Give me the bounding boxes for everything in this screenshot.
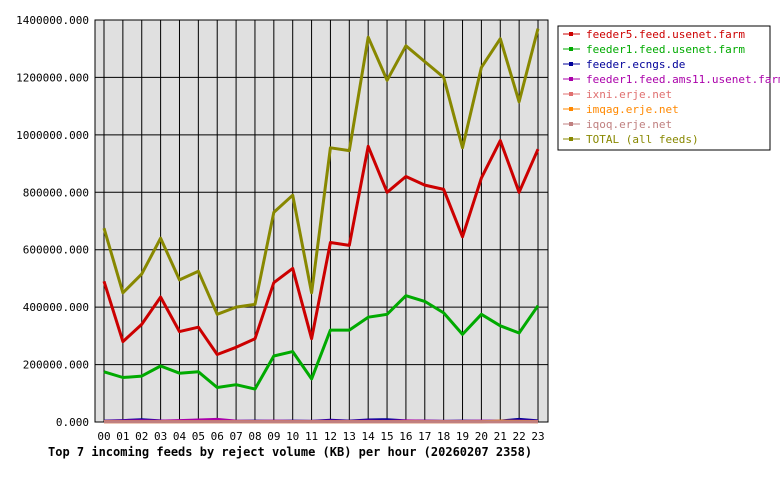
x-tick-label: 00 — [97, 430, 110, 443]
x-tick-label: 19 — [456, 430, 469, 443]
x-tick-label: 17 — [418, 430, 431, 443]
x-tick-label: 04 — [173, 430, 187, 443]
legend-marker — [569, 137, 573, 141]
x-tick-label: 11 — [305, 430, 318, 443]
legend-label: feeder.ecngs.de — [586, 58, 685, 71]
legend-marker — [569, 77, 573, 81]
y-tick-label: 600000.000 — [23, 244, 89, 257]
legend-marker — [569, 107, 573, 111]
legend-label: TOTAL (all feeds) — [586, 133, 699, 146]
legend-marker — [569, 122, 573, 126]
x-tick-label: 01 — [116, 430, 129, 443]
legend-label: ixni.erje.net — [586, 88, 672, 101]
grid-lines — [95, 20, 548, 422]
legend-marker — [569, 47, 573, 51]
legend-marker — [569, 92, 573, 96]
y-tick-label: 800000.000 — [23, 186, 89, 199]
legend-label: feeder5.feed.usenet.farm — [586, 28, 745, 41]
y-tick-label: 400000.000 — [23, 301, 89, 314]
legend: feeder5.feed.usenet.farm feeder1.feed.use… — [557, 25, 780, 151]
x-tick-label: 05 — [192, 430, 205, 443]
series-line — [103, 294, 540, 391]
x-tick-label: 07 — [229, 430, 242, 443]
x-tick-label: 06 — [211, 430, 224, 443]
legend-label: iqoq.erje.net — [586, 118, 672, 131]
x-tick-label: 12 — [324, 430, 337, 443]
series-lines — [102, 28, 540, 424]
y-tick-label: 1000000.000 — [16, 129, 89, 142]
legend-label: imqag.erje.net — [586, 103, 679, 116]
x-tick-label: 20 — [475, 430, 488, 443]
y-tick-label: 1400000.000 — [16, 14, 89, 27]
legend-label: feeder1.feed.ams11.usenet.farm — [586, 73, 780, 86]
legend-marker — [569, 32, 573, 36]
series-line — [102, 139, 540, 356]
x-tick-label: 02 — [135, 430, 148, 443]
x-tick-label: 08 — [248, 430, 261, 443]
x-tick-label: 21 — [494, 430, 507, 443]
x-tick-label: 03 — [154, 430, 167, 443]
x-tick-label: 22 — [513, 430, 526, 443]
chart-title: Top 7 incoming feeds by reject volume (K… — [48, 445, 532, 459]
x-tick-label: 23 — [531, 430, 544, 443]
legend-label: feeder1.feed.usenet.farm — [586, 43, 745, 56]
series-line — [102, 28, 540, 316]
x-tick-label: 10 — [286, 430, 299, 443]
x-tick-label: 15 — [380, 430, 393, 443]
legend-marker — [569, 62, 573, 66]
x-tick-label: 16 — [399, 430, 412, 443]
x-tick-label: 18 — [437, 430, 450, 443]
y-tick-label: 200000.000 — [23, 359, 89, 372]
y-axis-ticks: 0.000 200000.000 400000.000 600000.000 80000… — [16, 14, 89, 429]
y-tick-label: 0.000 — [56, 416, 89, 429]
x-tick-label: 14 — [362, 430, 376, 443]
legend-box — [557, 25, 771, 151]
x-axis-ticks: 00 01 02 03 04 05 06 07 08 09 10 11 12 13 14 15 16 17 18 19… — [97, 430, 544, 443]
x-tick-label: 09 — [267, 430, 280, 443]
y-tick-label: 1200000.000 — [16, 71, 89, 84]
x-tick-label: 13 — [343, 430, 356, 443]
